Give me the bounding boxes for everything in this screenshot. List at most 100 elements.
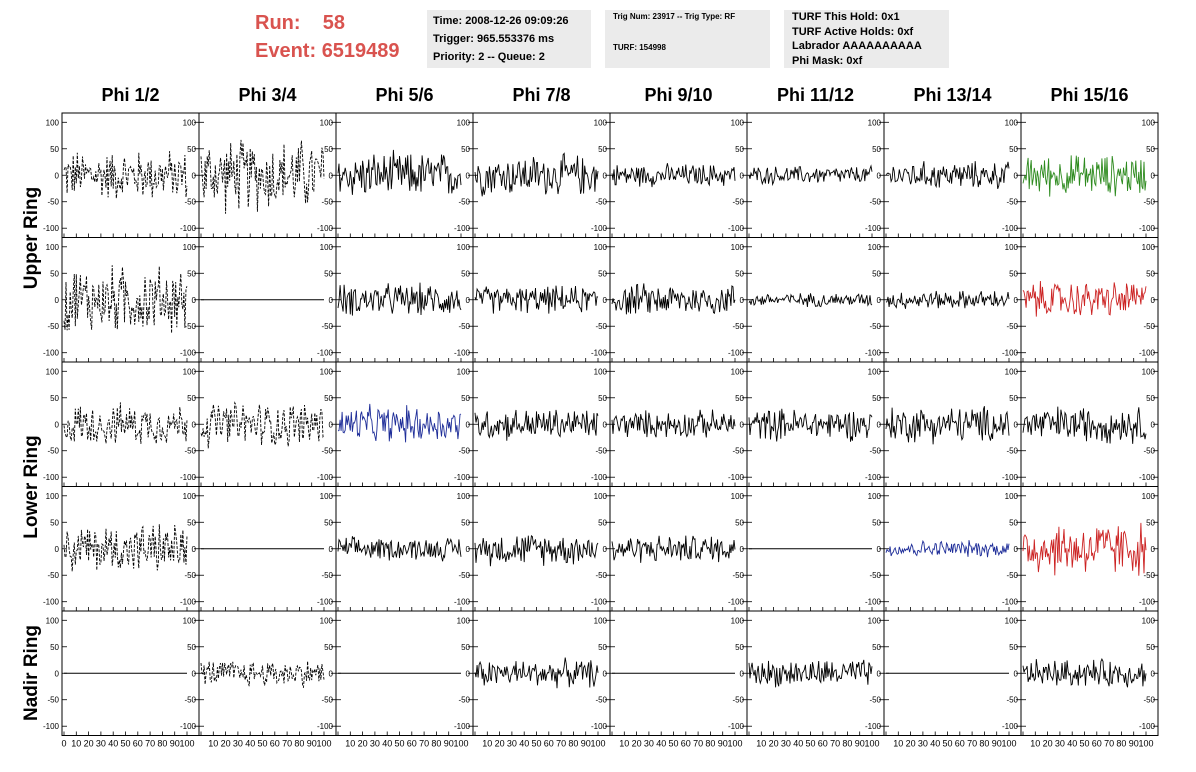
- turf-info-line-2: Labrador AAAAAAAAAA: [792, 40, 922, 52]
- ytick-label: 50: [872, 145, 881, 154]
- xtick-label: 100: [1138, 739, 1153, 749]
- ytick-label-outer: 0: [55, 669, 60, 678]
- ytick-label: -100: [180, 349, 197, 358]
- ytick-label-outer: 100: [46, 367, 60, 376]
- ytick-label: 0: [1151, 669, 1156, 678]
- xtick-label: 20: [495, 739, 505, 749]
- xtick-label: 50: [805, 739, 815, 749]
- column-title-5: Phi 9/10: [644, 85, 713, 105]
- waveform-r5-c2: [200, 661, 325, 688]
- waveform-r1-c6: [748, 164, 873, 187]
- column-title-6: Phi 11/12: [776, 85, 855, 105]
- ytick-label: -100: [454, 598, 471, 607]
- xtick-label: 50: [394, 739, 404, 749]
- ytick-label: -50: [321, 571, 333, 580]
- xtick-label: 70: [967, 739, 977, 749]
- ytick-label: 0: [192, 545, 197, 554]
- xtick-label: 50: [531, 739, 541, 749]
- ytick-label: -50: [321, 198, 333, 207]
- ytick-label: 50: [735, 394, 744, 403]
- ytick-label: 50: [461, 394, 470, 403]
- ytick-label: -50: [1006, 571, 1018, 580]
- waveform-r1-c5: [611, 163, 736, 188]
- xtick-label: 20: [632, 739, 642, 749]
- ytick-label: 100: [457, 492, 471, 501]
- ytick-label: -50: [869, 198, 881, 207]
- ytick-label: -50: [321, 696, 333, 705]
- ytick-label: 100: [320, 367, 334, 376]
- waveform-r4-c4: [474, 534, 599, 567]
- ytick-label: 50: [1009, 394, 1018, 403]
- time-info-line-0: Time: 2008-12-26 09:09:26: [433, 15, 569, 27]
- panel-frame-r4-c1: [61, 486, 200, 612]
- xtick-label: 70: [556, 739, 566, 749]
- ytick-label: -100: [454, 224, 471, 233]
- ytick-label: 0: [329, 171, 334, 180]
- ytick-label: -100: [591, 349, 608, 358]
- xtick-label: 100: [864, 739, 879, 749]
- ytick-label: 50: [598, 518, 607, 527]
- ytick-label: 0: [466, 171, 471, 180]
- column-title-4: Phi 7/8: [512, 85, 571, 105]
- ytick-label: -100: [865, 598, 882, 607]
- ytick-label: 100: [320, 118, 334, 127]
- xtick-label: 10: [482, 739, 492, 749]
- ytick-label: 0: [192, 296, 197, 305]
- ytick-label: 50: [598, 269, 607, 278]
- xtick-label: 90: [855, 739, 865, 749]
- column-titles: Phi 1/2 Phi 3/4 Phi 5/6 Phi 7/8 Phi 9/10 Phi …: [0, 85, 1196, 110]
- ytick-label: -100: [865, 473, 882, 482]
- xtick-label: 60: [955, 739, 965, 749]
- ytick-label: -100: [865, 349, 882, 358]
- ytick-label: 0: [603, 171, 608, 180]
- xtick-label: 10: [619, 739, 629, 749]
- xtick-label: 80: [1116, 739, 1126, 749]
- event-header: Run: 58 Event: 6519489 Time: 2008-12-26 …: [0, 0, 1196, 80]
- ytick-label: -50: [184, 696, 196, 705]
- event-line: Event: 6519489: [255, 40, 400, 63]
- ytick-label: -100: [454, 473, 471, 482]
- xtick-label: 30: [781, 739, 791, 749]
- ytick-label: 0: [329, 545, 334, 554]
- trigger-info-line-0: Trig Num: 23917 -- Trig Type: RF: [613, 12, 736, 21]
- ytick-label: -50: [1006, 322, 1018, 331]
- xtick-label: 20: [84, 739, 94, 749]
- ytick-label: 100: [1142, 118, 1156, 127]
- ytick-label: 100: [868, 367, 882, 376]
- ytick-label: -100: [591, 224, 608, 233]
- ytick-label: 100: [457, 118, 471, 127]
- ytick-label: -50: [869, 322, 881, 331]
- ytick-label-outer: 50: [50, 269, 59, 278]
- ytick-label: 50: [735, 269, 744, 278]
- time-info-line-1: Trigger: 965.553376 ms: [433, 33, 555, 45]
- xtick-label: 30: [233, 739, 243, 749]
- ytick-label: -100: [865, 722, 882, 731]
- ytick-label: 100: [731, 492, 745, 501]
- ytick-label: -100: [728, 598, 745, 607]
- ytick-label: 50: [735, 643, 744, 652]
- ytick-label: 50: [324, 269, 333, 278]
- panel-frame-r3-c5: [609, 361, 748, 487]
- waveform-r3-c2: [200, 401, 325, 449]
- ytick-label: 0: [740, 669, 745, 678]
- waveform-r5-c6: [748, 659, 873, 688]
- ytick-label: 100: [1142, 492, 1156, 501]
- time-info-box: Time: 2008-12-26 09:09:26 Trigger: 965.55…: [427, 10, 591, 68]
- ytick-label: -100: [591, 473, 608, 482]
- xtick-label: 50: [257, 739, 267, 749]
- ytick-label: 50: [1009, 518, 1018, 527]
- ytick-label-outer: -50: [47, 447, 59, 456]
- ytick-label: -50: [1143, 447, 1155, 456]
- ytick-label: -50: [184, 447, 196, 456]
- ytick-label: 100: [868, 243, 882, 252]
- xtick-label: 80: [431, 739, 441, 749]
- xtick-label: 20: [1043, 739, 1053, 749]
- ytick-label: 100: [183, 118, 197, 127]
- xtick-label: 90: [581, 739, 591, 749]
- ytick-label: 100: [457, 243, 471, 252]
- column-title-8: Phi 15/16: [1050, 85, 1129, 105]
- ytick-label: -100: [1139, 224, 1156, 233]
- ytick-label: -100: [1139, 349, 1156, 358]
- ytick-label: 0: [192, 420, 197, 429]
- ytick-label-outer: 100: [46, 243, 60, 252]
